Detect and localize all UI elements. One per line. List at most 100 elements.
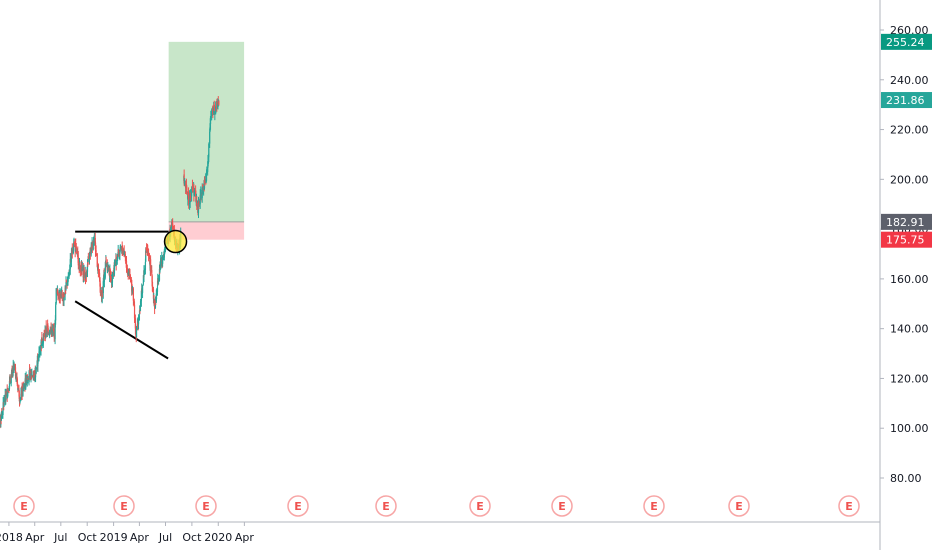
earnings-circle — [728, 495, 750, 517]
candle-body — [139, 309, 141, 311]
earnings-marker[interactable]: E — [287, 495, 309, 517]
candle — [172, 218, 174, 230]
candle — [23, 383, 25, 388]
earnings-marker[interactable]: E — [551, 495, 573, 517]
time-tick-label: Oct — [182, 531, 202, 544]
highlight-circle — [163, 229, 188, 254]
candle-body — [68, 270, 70, 277]
price-tag: 175.75 — [881, 231, 932, 248]
candle — [15, 373, 17, 382]
candle-body — [30, 370, 32, 379]
candle — [1, 411, 3, 419]
candle — [192, 184, 194, 193]
candle-body — [63, 296, 65, 298]
price-tick-label: 200.00 — [890, 173, 929, 186]
price-tags: 255.24 231.86 182.91 175.75 — [881, 33, 932, 248]
trendlines — [74, 230, 169, 360]
time-tick-label: 2018 — [0, 531, 23, 544]
candle-body — [47, 328, 49, 334]
candle-body — [37, 362, 39, 367]
candle-body — [23, 387, 25, 389]
candle — [206, 166, 208, 174]
candle-body — [129, 277, 132, 280]
candle — [145, 243, 148, 253]
earnings-marker[interactable]: E — [643, 495, 665, 517]
position-zones — [168, 41, 245, 240]
candle — [216, 98, 218, 112]
price-tag-box — [881, 33, 932, 50]
candle — [135, 325, 138, 338]
candle-body — [205, 172, 208, 181]
earnings-label: E — [202, 500, 210, 513]
candle — [31, 375, 33, 378]
candle — [21, 382, 23, 401]
earnings-label: E — [294, 500, 302, 513]
candle — [123, 250, 126, 257]
candle-body — [51, 329, 53, 335]
candle — [105, 263, 108, 267]
candle — [83, 267, 85, 281]
candle — [39, 344, 41, 355]
candle — [11, 365, 13, 379]
candle — [113, 259, 116, 276]
candle-body — [38, 351, 40, 358]
candle-body — [71, 248, 73, 253]
candle-body — [106, 269, 109, 272]
candle-body — [98, 272, 101, 279]
candle-body — [105, 264, 108, 267]
earnings-marker[interactable]: E — [375, 495, 397, 517]
price-tag-label: 231.86 — [886, 94, 925, 107]
candle-body — [55, 305, 57, 321]
earnings-marker[interactable]: E — [113, 495, 135, 517]
earnings-marker[interactable]: E — [195, 495, 217, 517]
candle-body — [190, 195, 192, 198]
candle — [25, 371, 27, 386]
candle-body — [54, 321, 56, 340]
candle-body — [57, 289, 59, 295]
candle-body — [119, 252, 121, 256]
earnings-marker[interactable]: E — [728, 495, 750, 517]
candle — [67, 272, 69, 283]
earnings-label: E — [382, 500, 390, 513]
candle-body — [123, 252, 126, 254]
earnings-marker[interactable]: E — [13, 495, 35, 517]
candle-body — [61, 293, 63, 300]
candle — [202, 186, 204, 195]
earnings-circle — [838, 495, 860, 517]
candle-body — [30, 371, 32, 373]
candle-body — [102, 281, 104, 294]
candle-body — [18, 391, 20, 399]
price-tag-box — [881, 92, 932, 109]
candle-body — [214, 111, 216, 115]
candle — [7, 388, 9, 392]
candle-body — [198, 202, 200, 204]
earnings-circle — [287, 495, 309, 517]
candle-body — [95, 250, 97, 253]
candle-body — [21, 386, 23, 396]
candle-body — [142, 275, 145, 284]
candle-body — [55, 288, 57, 304]
candle-body — [147, 254, 150, 256]
candle — [47, 325, 49, 336]
time-axis[interactable]: 2018AprJulOct2019AprJulOct2020Apr — [0, 521, 880, 544]
candle — [117, 248, 120, 257]
candle-body — [204, 180, 206, 183]
earnings-circle — [375, 495, 397, 517]
candle — [129, 274, 132, 283]
earnings-marker[interactable]: E — [469, 495, 491, 517]
candle-body — [134, 318, 136, 329]
time-tick-label: Apr — [235, 531, 255, 544]
candle-body — [216, 101, 218, 110]
earnings-marker[interactable]: E — [838, 495, 860, 517]
candle — [77, 251, 79, 270]
candle-body — [207, 167, 209, 172]
candle-body — [208, 144, 210, 157]
price-tag-box — [881, 213, 932, 230]
candle — [162, 255, 164, 267]
candle-body — [170, 226, 173, 231]
candle — [103, 272, 106, 288]
candle-body — [72, 246, 75, 251]
candle-body — [31, 376, 33, 378]
time-tick-label: Jul — [53, 531, 67, 544]
